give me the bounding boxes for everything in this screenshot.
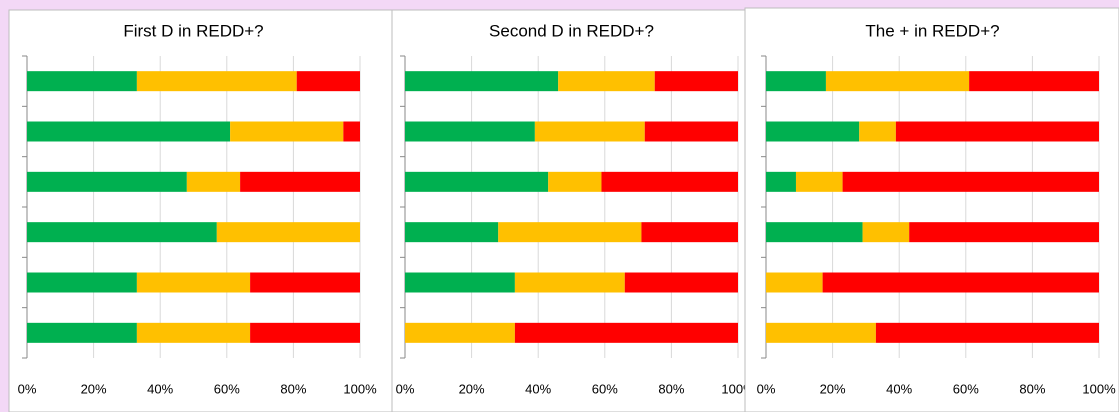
chart-title: The + in REDD+? — [865, 21, 999, 40]
x-tick-label: 80% — [280, 381, 306, 396]
x-tick-label: 20% — [459, 381, 485, 396]
bar-segment — [766, 322, 876, 343]
bar-segment — [405, 322, 515, 343]
bar-segment — [766, 121, 860, 142]
bar-segment — [498, 222, 642, 243]
bar-segment — [216, 222, 360, 243]
bar-segment — [27, 121, 231, 142]
x-tick-label: 0% — [18, 381, 37, 396]
chart-title: Second D in REDD+? — [489, 21, 654, 40]
bar-segment — [895, 121, 1099, 142]
bar-segment — [644, 121, 738, 142]
bar-segment — [240, 171, 360, 192]
chart: The + in REDD+? 0% 20% 40% 60% 80% 100% — [744, 7, 1119, 412]
bar-segment — [875, 322, 1099, 343]
x-tick-label: 40% — [886, 381, 912, 396]
bar-segment — [514, 322, 738, 343]
bar-segment — [601, 171, 738, 192]
bar-segment — [548, 171, 602, 192]
bar-segment — [766, 171, 796, 192]
x-tick-label: 60% — [953, 381, 979, 396]
x-tick-label: 80% — [658, 381, 684, 396]
bar-segment — [909, 222, 1099, 243]
bar-segment — [624, 272, 738, 293]
bar-segment — [27, 222, 217, 243]
chart: Second D in REDD+?0% 20% 40% 60% 80% 100% — [391, 9, 755, 412]
bar-segment — [825, 71, 970, 92]
bar-segment — [766, 71, 826, 92]
x-tick-label: 100% — [343, 381, 377, 396]
bar-segment — [296, 71, 360, 92]
bar-segment — [405, 71, 559, 92]
bar-segment — [859, 121, 896, 142]
chart: First D in REDD+? 0% 20% 40% 60% 80% 100% — [8, 9, 393, 412]
bar-segment — [405, 121, 535, 142]
bar-segment — [136, 71, 297, 92]
bar-segment — [27, 272, 137, 293]
bar-segment — [969, 71, 1099, 92]
bar-segment — [842, 171, 1099, 192]
bar-segment — [514, 272, 625, 293]
bar-segment — [654, 71, 738, 92]
bar-segment — [250, 322, 360, 343]
bar-segment — [250, 272, 360, 293]
bar-segment — [27, 322, 137, 343]
panel — [744, 7, 1119, 412]
bar-segment — [641, 222, 738, 243]
x-tick-label: 20% — [820, 381, 846, 396]
panel — [391, 9, 746, 412]
bar-segment — [822, 272, 1099, 293]
bar-segment — [405, 222, 499, 243]
bar-segment — [766, 222, 863, 243]
x-tick-label: 0% — [396, 381, 415, 396]
x-tick-label: 0% — [757, 381, 776, 396]
bar-segment — [136, 272, 251, 293]
bar-segment — [186, 171, 241, 192]
x-tick-label: 60% — [214, 381, 240, 396]
bar-segment — [862, 222, 910, 243]
bar-segment — [136, 322, 251, 343]
bar-segment — [405, 272, 515, 293]
x-tick-label: 40% — [525, 381, 551, 396]
x-tick-label: 80% — [1019, 381, 1045, 396]
bar-segment — [405, 171, 549, 192]
bar-segment — [534, 121, 645, 142]
x-tick-label: 40% — [147, 381, 173, 396]
x-tick-label: 60% — [592, 381, 618, 396]
bar-segment — [27, 71, 137, 92]
bar-segment — [558, 71, 655, 92]
x-tick-label: 20% — [81, 381, 107, 396]
chart-title: First D in REDD+? — [123, 21, 263, 40]
x-tick-label: 100% — [1082, 381, 1116, 396]
bar-segment — [343, 121, 360, 142]
bar-segment — [27, 171, 187, 192]
panel — [8, 9, 393, 412]
bar-segment — [795, 171, 843, 192]
bar-segment — [766, 272, 823, 293]
bar-segment — [230, 121, 344, 142]
